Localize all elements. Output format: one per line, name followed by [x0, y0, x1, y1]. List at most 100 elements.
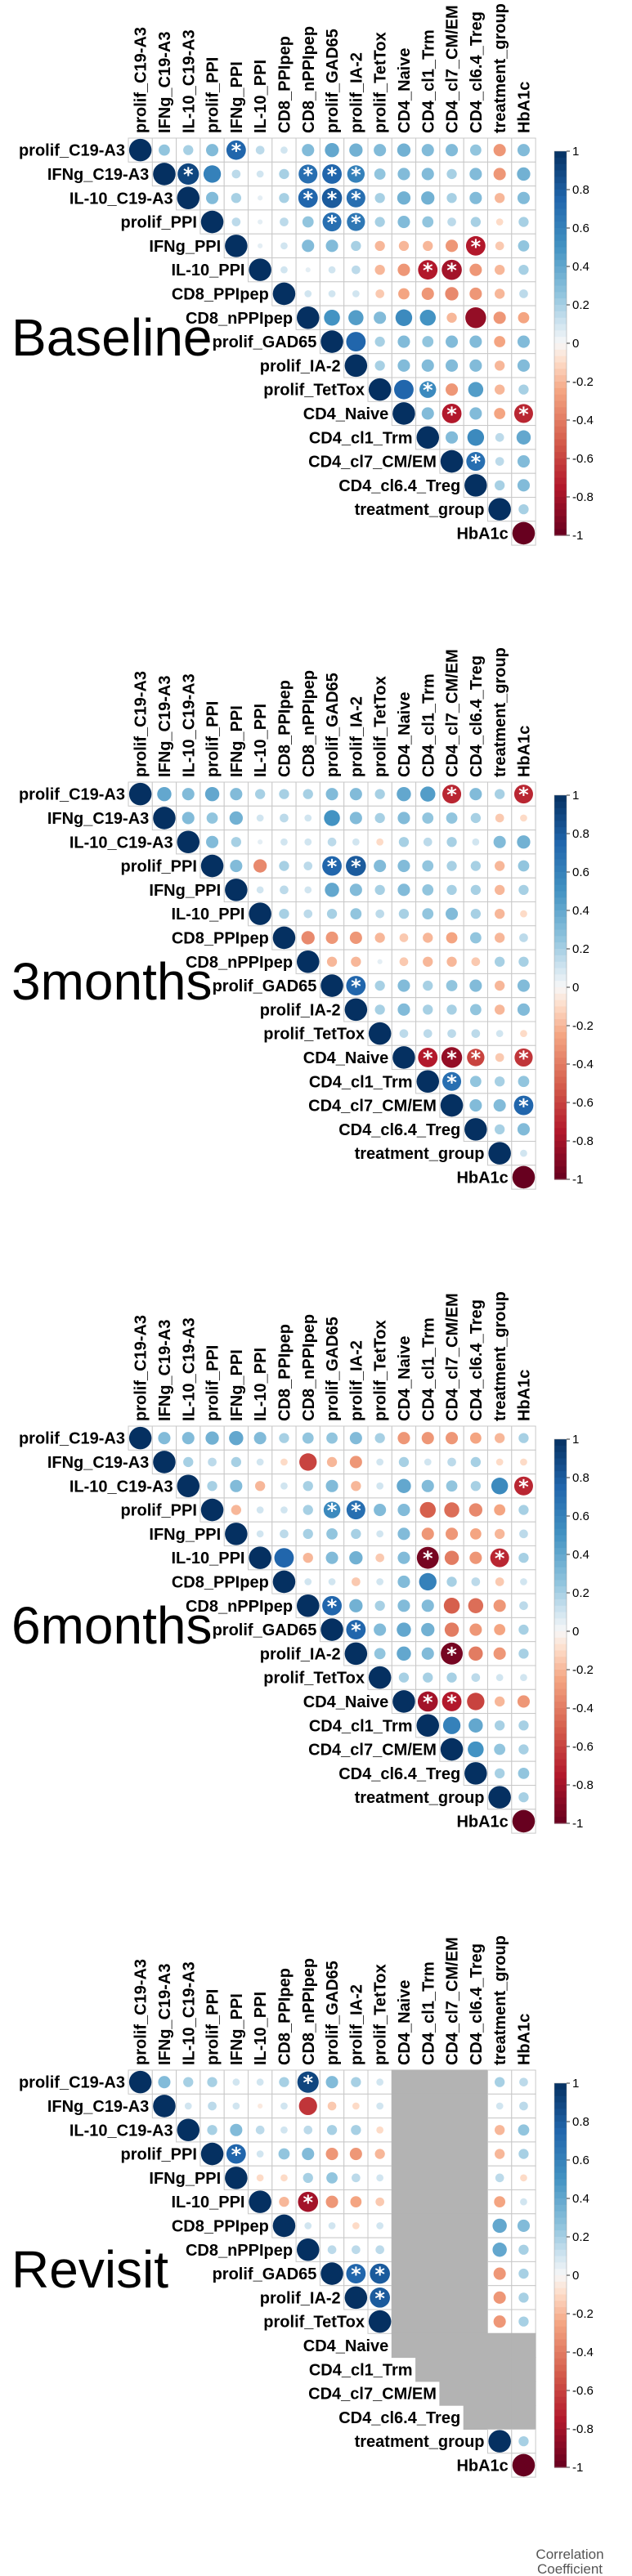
- corr-point-cd8-nppipep-prolif-tettox: [377, 959, 383, 964]
- significance-star: *: [423, 1547, 433, 1570]
- significance-star: *: [471, 451, 482, 474]
- row-label-cd8-nppipep: CD8_nPPIpep: [186, 954, 293, 972]
- corr-point-prolif-c19-a3-cd4-cl6-4-treg: [469, 788, 482, 801]
- corr-point-prolif-ppi-prolif-ia-2: [349, 2148, 362, 2161]
- corr-point-prolif-gad65-cd4-cl1-trm: [422, 336, 434, 347]
- colorbar-segment: [554, 1752, 567, 1760]
- na-cell: [487, 2381, 513, 2406]
- corr-point-prolif-c19-a3-il-10-c19-a3: [182, 1432, 195, 1445]
- corr-point-prolif-ia-2-prolif-tettox: [374, 1648, 386, 1660]
- colorbar-segment: [554, 2109, 567, 2116]
- na-cell: [439, 2261, 464, 2287]
- na-cell: [463, 2309, 489, 2334]
- corr-point-cd4-cl6-4-treg-treatment-group: [494, 1768, 505, 1779]
- corr-point-cd8-nppipep-hba1c: [518, 2244, 529, 2255]
- corr-point-prolif-ppi-cd8-ppipep: [279, 861, 289, 871]
- col-label-il-10-c19-a3: IL-10_C19-A3: [180, 29, 198, 133]
- colorbar-segment: [554, 859, 567, 866]
- row-label-il-10-c19-a3: IL-10_C19-A3: [69, 1478, 173, 1496]
- corr-point-cd4-cl1-trm-treatment-group: [495, 432, 504, 442]
- col-label-prolif-c19-a3: prolif_C19-A3: [132, 27, 150, 133]
- row-label-prolif-ppi: prolif_PPI: [121, 858, 197, 876]
- na-cell: [391, 2237, 417, 2262]
- corr-point-prolif-c19-a3-cd8-nppipep: [302, 1432, 314, 1444]
- corr-point-prolif-ppi-cd4-cl1-trm: [419, 1501, 436, 1518]
- colorbar-tick-label: -1: [572, 529, 583, 543]
- corr-point-cd8-ppipep-prolif-ia-2: [352, 290, 360, 297]
- corr-point-prolif-c19-a3-cd8-nppipep: [303, 789, 313, 799]
- corr-point-ifng-ppi-prolif-ia-2: [349, 883, 362, 897]
- col-label-treatment-group: treatment_group: [491, 647, 509, 777]
- colorbar-segment: [554, 852, 567, 860]
- colorbar-caption-line1: Correlation: [536, 2547, 603, 2562]
- significance-star: *: [351, 1619, 361, 1642]
- corr-point-ifng-c19-a3-ifng-c19-a3: [153, 2095, 176, 2118]
- significance-star: *: [351, 187, 361, 210]
- corr-point-ifng-ppi-prolif-gad65: [325, 239, 338, 253]
- corr-point-cd4-cl7-cm-em-hba1c: [518, 1744, 529, 1755]
- corr-point-il-10-ppi-prolif-ia-2: [349, 1551, 363, 1565]
- corr-point-ifng-ppi-cd4-cl6-4-treg: [470, 884, 482, 896]
- corr-point-treatment-group-hba1c: [518, 2435, 529, 2447]
- corr-point-cd8-ppipep-cd4-cl7-cm-em: [446, 1576, 457, 1587]
- colorbar-segment: [554, 2346, 567, 2353]
- col-label-cd8-ppipep: CD8_PPIpep: [276, 680, 294, 777]
- colorbar-segment: [554, 253, 567, 261]
- col-label-cd8-nppipep: CD8_nPPIpep: [300, 1314, 318, 1421]
- corr-point-cd8-nppipep-hba1c: [518, 311, 530, 324]
- corr-point-prolif-ppi-prolif-tettox: [374, 2149, 385, 2159]
- col-label-hba1c: HbA1c: [515, 726, 533, 777]
- colorbar-segment: [554, 2204, 567, 2212]
- colorbar-segment: [554, 221, 567, 229]
- corr-point-cd4-naive-cd4-cl6-4-treg: [467, 1693, 485, 1711]
- corr-point-prolif-c19-a3-prolif-ia-2: [349, 1432, 362, 1445]
- colorbar-segment: [554, 1567, 567, 1575]
- colorbar-segment: [554, 337, 567, 344]
- corr-point-prolif-tettox-cd4-cl6-4-treg: [468, 382, 484, 397]
- colorbar-tick-label: -0.6: [572, 1096, 594, 1110]
- grid-cell: [391, 1521, 417, 1546]
- row-label-prolif-gad65: prolif_GAD65: [213, 2265, 317, 2283]
- row-label-cd4-cl1-trm: CD4_cl1_Trm: [309, 2361, 413, 2379]
- col-label-treatment-group: treatment_group: [491, 3, 509, 133]
- col-label-cd8-ppipep: CD8_PPIpep: [276, 1324, 294, 1421]
- corr-point-ifng-c19-a3-hba1c: [520, 1458, 527, 1466]
- colorbar-tick-label: -0.4: [572, 1058, 594, 1071]
- row-label-cd4-naive: CD4_Naive: [303, 1049, 389, 1067]
- corr-point-cd4-naive-cd4-naive: [392, 1046, 415, 1069]
- corr-point-ifng-c19-a3-prolif-ia-2: [349, 812, 362, 825]
- row-label-prolif-tettox: prolif_TetTox: [263, 382, 365, 400]
- na-cell: [439, 2118, 464, 2143]
- corr-point-ifng-c19-a3-cd4-cl7-cm-em: [446, 812, 458, 824]
- corr-point-cd8-ppipep-cd4-cl1-trm: [419, 1572, 437, 1591]
- corr-point-cd8-ppipep-treatment-group: [494, 288, 505, 299]
- colorbar-segment: [554, 183, 567, 190]
- corr-point-prolif-ppi-prolif-gad65: [323, 1501, 341, 1518]
- corr-point-prolif-c19-a3-ifng-c19-a3: [158, 1432, 171, 1445]
- corr-point-cd4-cl1-trm-treatment-group: [494, 1720, 505, 1731]
- corr-point-cd4-naive-cd4-cl7-cm-em: [442, 1692, 462, 1711]
- corr-point-prolif-ppi-cd4-cl6-4-treg: [468, 1503, 482, 1517]
- colorbar-tick-label: 0.6: [572, 2153, 589, 2167]
- grid-cell: [199, 2069, 225, 2095]
- na-cell: [415, 2237, 441, 2262]
- colorbar-segment: [554, 814, 567, 821]
- corr-point-cd8-nppipep-treatment-group: [493, 311, 506, 324]
- corr-point-cd4-naive-cd4-cl6-4-treg: [467, 1049, 485, 1067]
- corr-point-ifng-c19-a3-il-10-ppi: [256, 1458, 264, 1466]
- corr-point-ifng-ppi-ifng-ppi: [225, 1523, 248, 1545]
- row-label-prolif-ia-2: prolif_IA-2: [260, 1645, 341, 1663]
- corr-point-cd4-cl1-trm-cd4-cl7-cm-em: [446, 431, 459, 444]
- significance-star: *: [423, 1047, 433, 1070]
- corr-point-prolif-c19-a3-prolif-c19-a3: [128, 782, 152, 806]
- corr-point-prolif-ia-2-prolif-ia-2: [344, 998, 368, 1022]
- colorbar-segment: [554, 1618, 567, 1626]
- corr-point-prolif-c19-a3-il-10-c19-a3: [183, 145, 194, 155]
- corr-point-ifng-ppi-cd8-ppipep: [280, 2174, 288, 2182]
- corr-point-cd4-cl6-4-treg-hba1c: [518, 1767, 530, 1779]
- colorbar-segment: [554, 1541, 567, 1549]
- corr-point-prolif-ppi-cd4-cl7-cm-em: [444, 1502, 459, 1518]
- corr-point-prolif-gad65-cd4-naive: [397, 979, 410, 992]
- colorbar-segment: [554, 1759, 567, 1767]
- colorbar-segment: [554, 151, 567, 159]
